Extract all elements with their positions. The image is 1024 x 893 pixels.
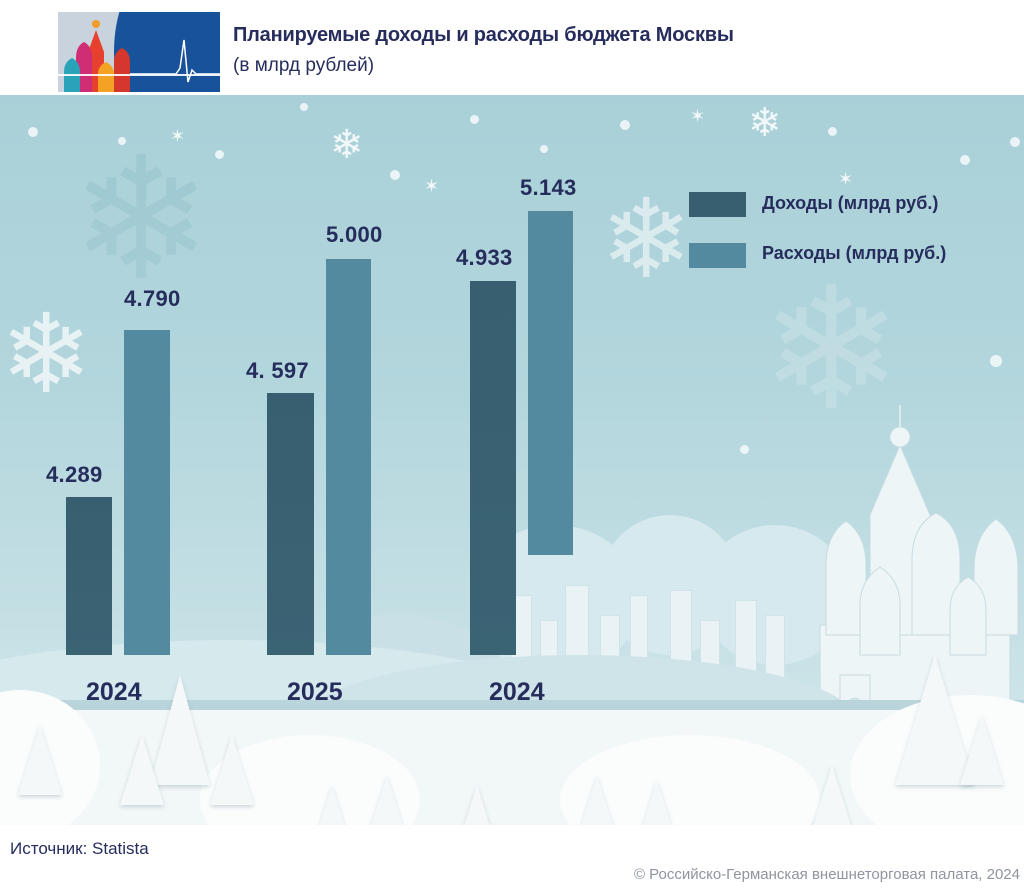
legend-swatch-income bbox=[689, 192, 746, 217]
category-label: 2024 bbox=[86, 678, 142, 706]
snow-dot bbox=[960, 155, 970, 165]
snow-dot bbox=[828, 127, 837, 136]
snowflake-icon: ❄ bbox=[748, 101, 782, 145]
snow-dot bbox=[300, 103, 308, 111]
value-label: 5.000 bbox=[326, 222, 383, 247]
bar-income-2024 bbox=[66, 497, 112, 655]
value-label: 4.289 bbox=[46, 462, 103, 487]
legend-label-income: Доходы (млрд руб.) bbox=[762, 193, 939, 213]
category-label: 2025 bbox=[287, 678, 343, 706]
snowflake-icon: ❄ bbox=[760, 255, 903, 445]
header: Планируемые доходы и расходы бюджета Мос… bbox=[0, 0, 1024, 95]
snowy-tree bbox=[455, 785, 499, 825]
value-label: 5.143 bbox=[520, 175, 577, 200]
cathedral-domes-icon bbox=[64, 20, 220, 92]
bar-expense-2025 bbox=[326, 259, 371, 655]
source-note: Источник: Statista bbox=[10, 839, 149, 858]
snow-dot bbox=[28, 127, 38, 137]
value-label: 4.790 bbox=[124, 286, 181, 311]
bar-income-2025 bbox=[267, 393, 314, 655]
bar-expense-2024b bbox=[528, 211, 573, 555]
snowflake-icon: ❄ bbox=[70, 125, 213, 315]
copyright-note: © Российско-Германская внешнеторговая па… bbox=[633, 866, 1020, 883]
snow-dot bbox=[620, 120, 630, 130]
snowy-tree bbox=[120, 735, 164, 805]
snowy-tree bbox=[635, 780, 679, 825]
category-label: 2024 bbox=[489, 678, 545, 706]
snow-dot bbox=[1010, 137, 1020, 147]
winter-scene: ❄ ❄ ❄ ❄ ❄ ❄ ✶ ✶ ✶ ✶ ❄ bbox=[0, 95, 1024, 825]
snowy-tree bbox=[210, 735, 254, 805]
snow-dot bbox=[118, 137, 126, 145]
snowy-tree bbox=[310, 785, 354, 825]
snowy-tree bbox=[960, 715, 1004, 785]
snow-dot bbox=[215, 150, 224, 159]
logo bbox=[58, 12, 220, 92]
x-axis-band bbox=[0, 700, 1024, 710]
snow-dot bbox=[990, 355, 1002, 367]
snow-dot bbox=[470, 115, 479, 124]
legend-swatch-expense bbox=[689, 243, 746, 268]
value-label: 4.933 bbox=[456, 245, 513, 270]
snow-dot bbox=[390, 170, 400, 180]
bar-income-2024b bbox=[470, 281, 516, 655]
snowy-tree bbox=[18, 725, 62, 795]
logo-blue-panel-right bbox=[138, 12, 220, 92]
star-icon: ✶ bbox=[170, 126, 186, 146]
snow-dot bbox=[740, 445, 749, 454]
snowflake-icon: ❄ bbox=[330, 123, 364, 167]
legend-label-expense: Расходы (млрд руб.) bbox=[762, 243, 947, 263]
star-icon: ✶ bbox=[838, 169, 854, 189]
snowy-tree bbox=[365, 775, 409, 825]
snowy-tree bbox=[810, 765, 854, 825]
bar-expense-2024 bbox=[124, 330, 170, 655]
value-label: 4. 597 bbox=[246, 358, 309, 383]
snow-dot bbox=[540, 145, 548, 153]
chart-subtitle: (в млрд рублей) bbox=[233, 55, 375, 76]
snowflake-icon: ❄ bbox=[0, 293, 93, 416]
logo-baseline bbox=[58, 74, 220, 76]
star-icon: ✶ bbox=[690, 106, 706, 126]
snowflake-icon: ❄ bbox=[600, 178, 693, 301]
star-icon: ✶ bbox=[424, 176, 440, 196]
chart-title: Планируемые доходы и расходы бюджета Мос… bbox=[233, 24, 734, 46]
snowy-tree bbox=[575, 775, 619, 825]
